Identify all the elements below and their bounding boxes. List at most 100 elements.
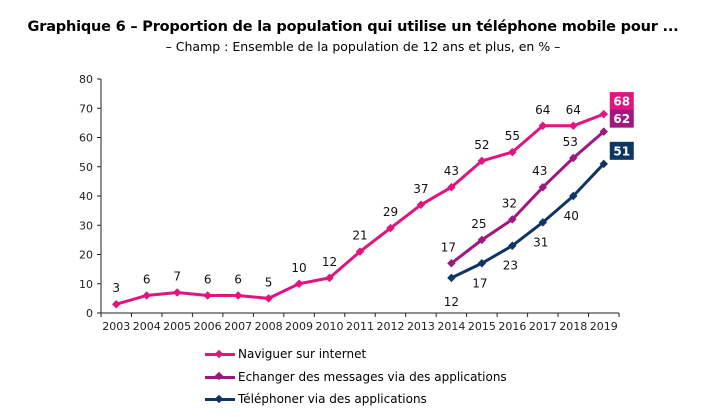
data-point-marker: [416, 200, 426, 210]
data-point-marker: [447, 273, 456, 283]
data-point-marker: [508, 147, 517, 157]
x-tick-label: 2013: [407, 320, 435, 333]
chart-title: Graphique 6 – Proportion de la populatio…: [27, 19, 679, 35]
legend-marker-icon: [214, 372, 224, 381]
legend-item: Echanger des messages via des applicatio…: [205, 366, 507, 389]
x-tick-label: 2014: [437, 320, 465, 333]
data-point-marker: [477, 156, 487, 166]
y-tick-label: 30: [79, 219, 93, 232]
x-tick-label: 2019: [590, 320, 618, 333]
data-label: 12: [444, 295, 459, 309]
legend-marker-icon: [214, 394, 224, 403]
data-label: 6: [234, 272, 242, 286]
data-point-marker: [142, 291, 151, 300]
y-tick-label: 0: [86, 307, 93, 320]
data-point-marker: [203, 291, 212, 300]
data-label: 12: [322, 255, 337, 269]
x-tick-label: 2004: [133, 320, 161, 333]
x-tick-label: 2006: [194, 320, 222, 333]
data-label: 31: [533, 235, 548, 249]
series-layer: [111, 109, 609, 309]
x-tick-label: 2009: [285, 320, 313, 333]
x-tick-label: 2018: [559, 320, 587, 333]
legend-swatch-icon: [205, 394, 235, 404]
data-label: 29: [383, 205, 398, 219]
data-point-marker: [233, 291, 243, 300]
data-label: 25: [471, 217, 486, 231]
data-label: 6: [204, 272, 212, 286]
data-point-marker: [294, 279, 304, 288]
data-label: 17: [441, 240, 456, 254]
legend-label: Echanger des messages via des applicatio…: [238, 369, 507, 384]
end-value-badge: [609, 109, 634, 128]
x-tick-label: 2017: [529, 320, 557, 333]
legend-item: Naviguer sur internet: [205, 343, 507, 366]
data-point-marker: [508, 241, 517, 250]
data-label: 6: [143, 272, 151, 286]
data-point-marker: [477, 235, 487, 245]
data-point-marker: [477, 259, 487, 268]
data-label: 40: [564, 209, 579, 223]
series-line: [449, 162, 606, 280]
legend-item: Téléphoner via des applications: [205, 388, 507, 411]
data-point-marker: [569, 121, 578, 131]
chart-subtitle: – Champ : Ensemble de la population de 1…: [165, 39, 561, 54]
x-tick-label: 2011: [346, 320, 374, 333]
data-point-marker: [447, 182, 456, 192]
data-label: 43: [444, 164, 459, 178]
data-point-marker: [355, 247, 365, 256]
x-tick-label: 2007: [224, 320, 252, 333]
data-label: 53: [563, 135, 578, 149]
x-tick-label: 2010: [316, 320, 344, 333]
y-tick-label: 40: [79, 190, 93, 203]
data-label: 10: [291, 261, 306, 275]
data-label: 23: [503, 259, 518, 273]
legend: Naviguer sur internet Echanger des messa…: [205, 343, 507, 411]
x-tick-label: 2003: [102, 320, 130, 333]
legend-label: Téléphoner via des applications: [238, 392, 427, 407]
legend-swatch-icon: [205, 372, 235, 382]
data-label: 37: [413, 182, 428, 196]
end-value-badge: [609, 92, 634, 111]
end-value-label: 51: [613, 144, 630, 158]
data-point-marker: [325, 273, 334, 283]
data-point-marker: [172, 288, 182, 297]
data-point-marker: [111, 299, 121, 309]
data-label: 55: [505, 129, 520, 143]
x-tick-label: 2012: [376, 320, 404, 333]
end-value-badge: [609, 141, 634, 160]
data-point-marker: [599, 109, 609, 119]
legend-label: Naviguer sur internet: [238, 347, 367, 362]
data-label: 21: [352, 229, 367, 243]
y-tick-label: 20: [79, 249, 93, 262]
y-tick-label: 60: [79, 132, 93, 145]
data-point-marker: [386, 223, 395, 233]
y-tick-label: 50: [79, 161, 93, 174]
data-label: 43: [532, 164, 547, 178]
data-point-marker: [447, 259, 456, 268]
series-line: [449, 130, 606, 265]
x-tick-label: 2005: [163, 320, 191, 333]
data-label: 17: [472, 276, 487, 290]
data-point-marker: [508, 215, 517, 224]
data-label: 7: [173, 270, 181, 284]
data-label: 52: [474, 138, 489, 152]
data-label: 64: [535, 103, 550, 117]
x-tick-label: 2016: [498, 320, 526, 333]
data-point-marker: [264, 294, 273, 303]
y-tick-label: 10: [79, 278, 93, 291]
end-value-label: 62: [613, 112, 630, 126]
data-label: 32: [502, 196, 517, 210]
y-tick-label: 70: [79, 102, 93, 115]
legend-marker-icon: [214, 349, 224, 358]
data-label: 64: [566, 103, 581, 117]
x-tick-label: 2008: [255, 320, 283, 333]
x-tick-label: 2015: [468, 320, 496, 333]
data-label: 3: [112, 281, 120, 295]
data-label: 5: [265, 275, 273, 289]
labels-layer: 3 6 7 6 6 5 10 12 21 29 37 43 52 55 64 64 68 17 25 32 43 53 62…: [112, 92, 634, 309]
legend-swatch-icon: [205, 349, 235, 359]
y-tick-label: 80: [79, 73, 93, 86]
end-value-label: 68: [613, 95, 630, 109]
